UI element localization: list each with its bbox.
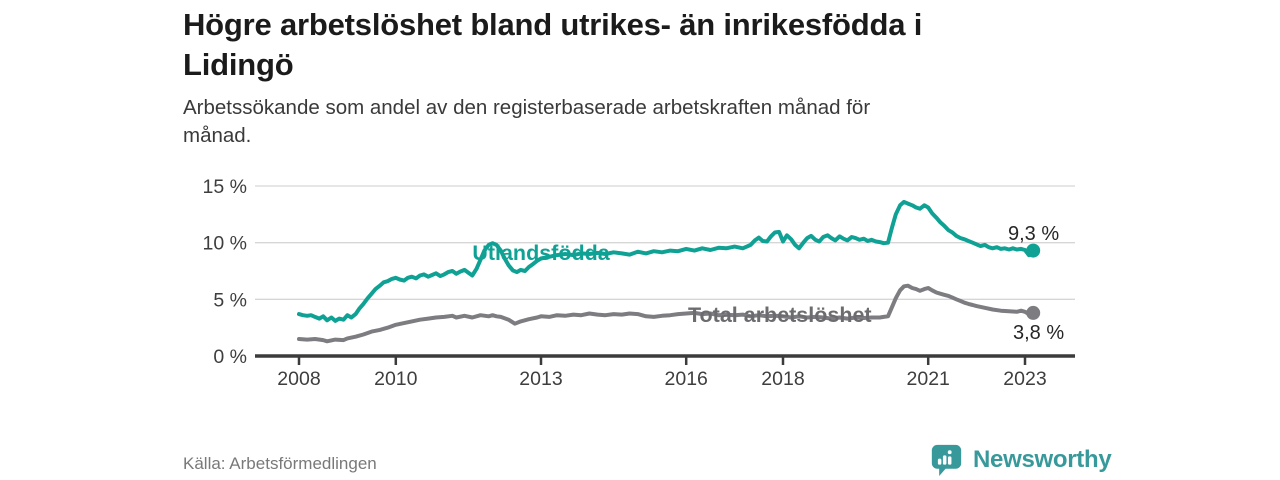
bubble-shape xyxy=(931,444,962,477)
y-tick-label-0: 0 % xyxy=(213,346,247,368)
total-arbetsloshet-line xyxy=(297,283,1036,344)
utlandsfodda-endpoint-dot xyxy=(1026,243,1041,258)
x-tick-label-2021: 2021 xyxy=(907,368,950,390)
exclamation-dot xyxy=(947,450,952,455)
y-tick-label-10: 10 % xyxy=(203,233,247,255)
utlandsfodda-series-label: Utlandsfödda xyxy=(472,241,610,265)
x-tick-label-2018: 2018 xyxy=(761,368,804,390)
bar-chart-speech-bubble-icon xyxy=(931,444,962,477)
y-tick-label-15: 15 % xyxy=(203,176,247,198)
x-tick-label-2013: 2013 xyxy=(519,368,562,390)
bar-2 xyxy=(942,455,947,465)
total-series-label: Total arbetslöshet xyxy=(688,303,872,327)
x-axis-labels: 2008 2010 2013 2016 2018 2021 2023 xyxy=(277,368,1046,390)
newsworthy-logo: Newsworthy xyxy=(930,443,1112,477)
source-note: Källa: Arbetsförmedlingen xyxy=(183,454,377,473)
utlandsfodda-end-value-label: 9,3 % xyxy=(1008,223,1059,245)
chart-subtitle: Arbetssökande som andel av den registerb… xyxy=(183,94,870,150)
bar-1 xyxy=(937,458,942,465)
subtitle-line-2: månad. xyxy=(183,124,252,147)
x-tick-label-2016: 2016 xyxy=(665,368,708,390)
subtitle-line-1: Arbetssökande som andel av den registerb… xyxy=(183,96,871,119)
title-line-1: Högre arbetslöshet bland utrikes- än inr… xyxy=(183,7,923,42)
x-axis-ticks xyxy=(297,356,1027,365)
x-tick-label-2008: 2008 xyxy=(277,368,320,390)
exclamation-bar xyxy=(947,456,952,465)
page-title: Högre arbetslöshet bland utrikes- än inr… xyxy=(183,5,922,85)
total-endpoint-dot xyxy=(1026,305,1041,320)
gridlines xyxy=(255,185,1075,300)
title-line-2: Lidingö xyxy=(183,47,294,82)
newsworthy-wordmark: Newsworthy xyxy=(973,446,1112,473)
x-tick-label-2023: 2023 xyxy=(1003,368,1046,390)
total-end-value-label: 3,8 % xyxy=(1013,322,1064,344)
x-tick-label-2010: 2010 xyxy=(374,368,418,390)
y-axis-labels: 0 % 5 % 10 % 15 % xyxy=(203,176,247,368)
utlandsfodda-line xyxy=(297,199,1036,323)
y-tick-label-5: 5 % xyxy=(213,289,247,311)
